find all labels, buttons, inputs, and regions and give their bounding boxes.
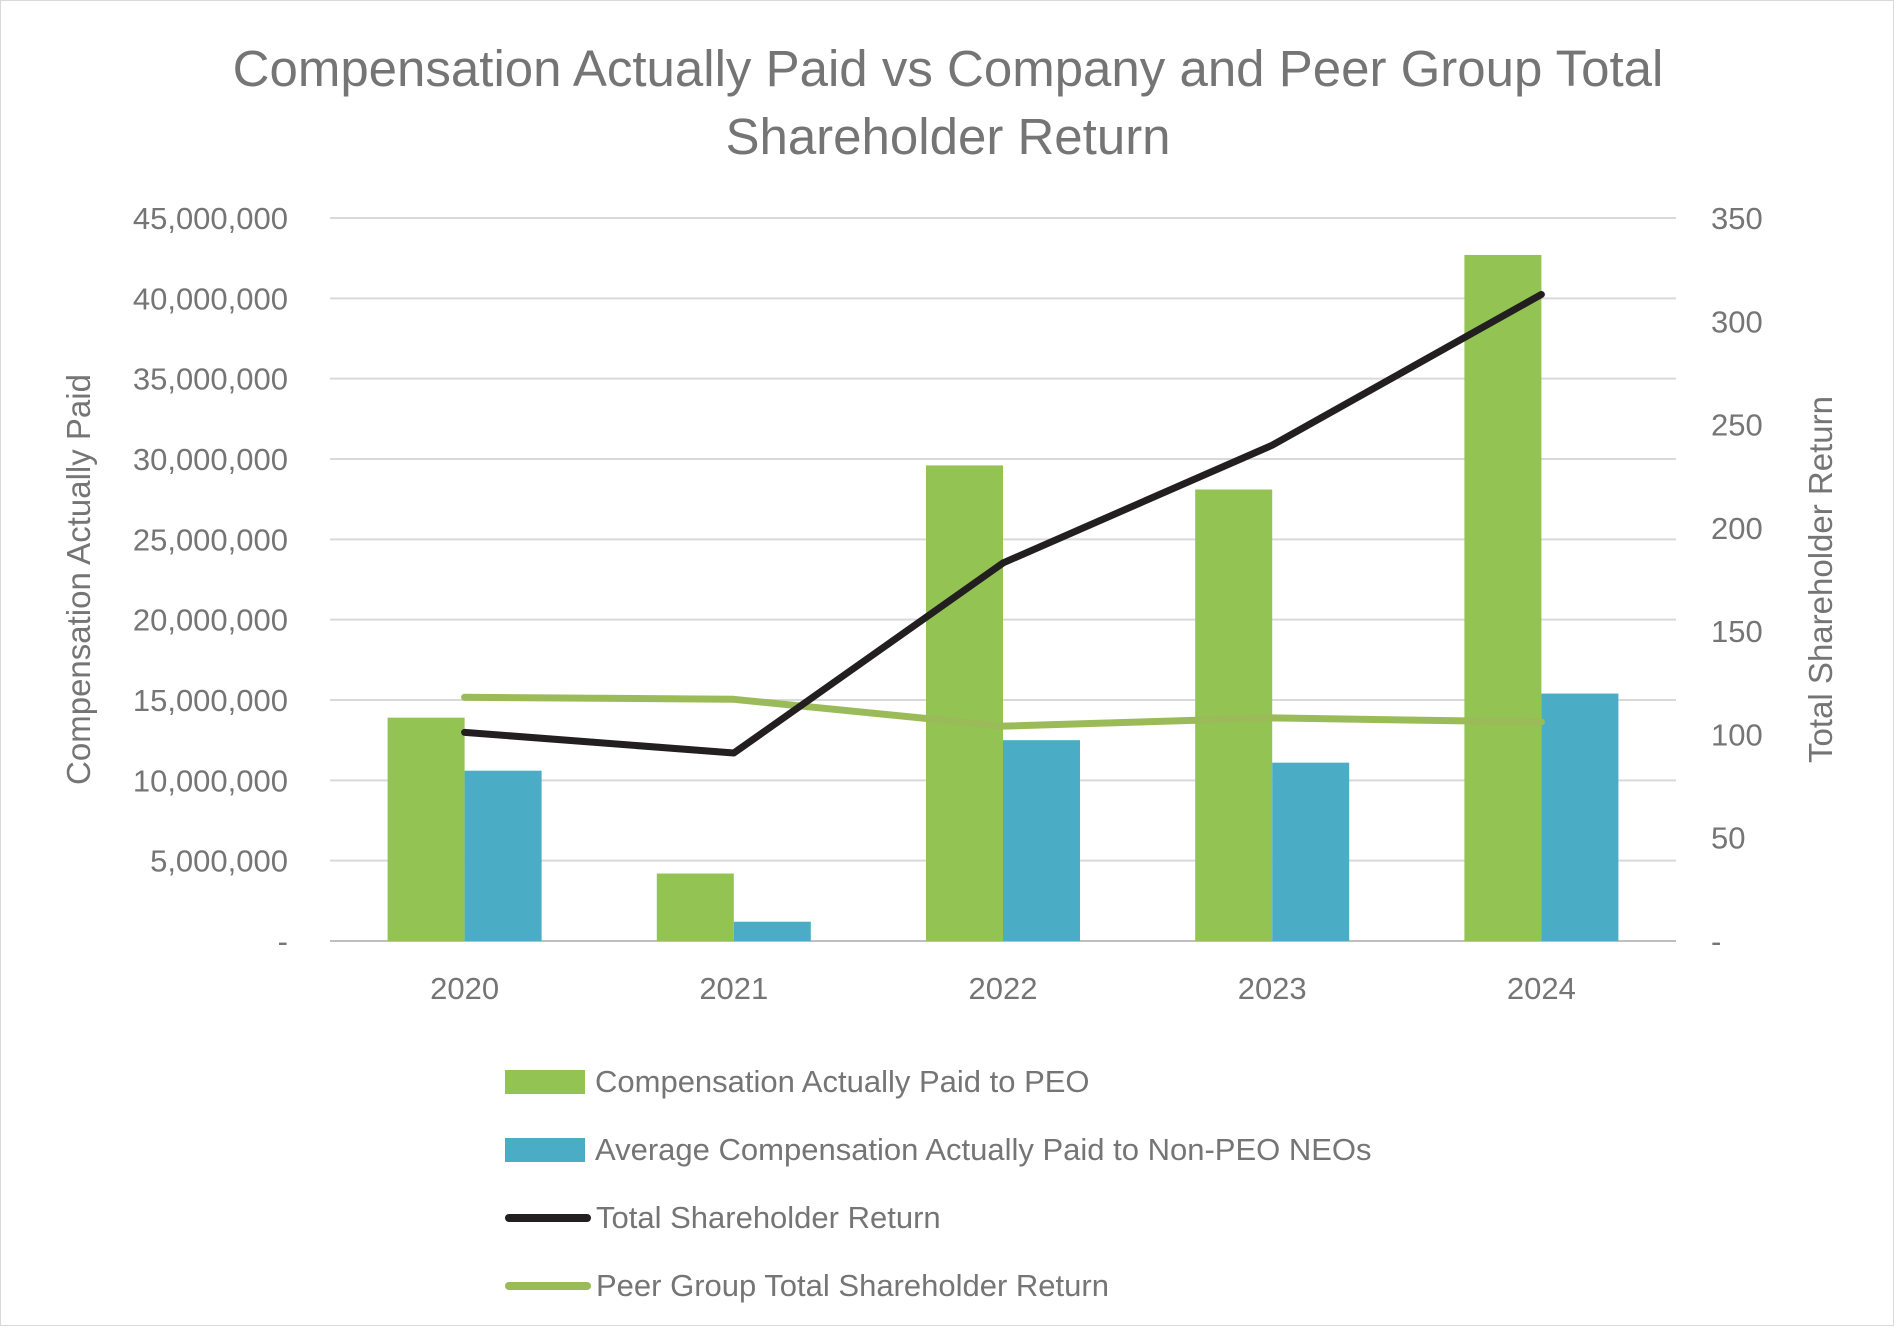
chart-title-line1: Compensation Actually Paid vs Company an…	[232, 40, 1664, 97]
bar-peo	[656, 873, 734, 941]
y-right-tick-label: 150	[1711, 614, 1763, 649]
y-right-tick-label: 50	[1711, 821, 1745, 856]
legend-item-peo: Compensation Actually Paid to PEO	[505, 1048, 1372, 1116]
legend-label-peer-tsr: Peer Group Total Shareholder Return	[596, 1268, 1109, 1303]
chart-title: Compensation Actually Paid vs Company an…	[0, 35, 1896, 171]
bar-non-peo	[733, 921, 811, 941]
legend-swatch-non-peo	[505, 1138, 585, 1162]
legend-item-tsr: Total Shareholder Return	[505, 1184, 1372, 1252]
chart-title-line2: Shareholder Return	[725, 108, 1171, 165]
y-left-tick-label: 15,000,000	[133, 683, 288, 718]
bar-non-peo	[1541, 693, 1619, 941]
y-right-tick-label: 300	[1711, 304, 1763, 339]
bar-non-peo	[1003, 740, 1080, 941]
bar-non-peo	[1272, 762, 1350, 941]
bar-non-peo	[464, 770, 542, 941]
bar-peo	[387, 717, 465, 941]
x-tick-label: 2021	[699, 971, 768, 1006]
y-left-tick-label: 40,000,000	[133, 281, 288, 316]
legend: Compensation Actually Paid to PEO Averag…	[505, 1048, 1372, 1320]
x-tick-label: 2024	[1507, 971, 1576, 1006]
legend-label-non-peo: Average Compensation Actually Paid to No…	[595, 1132, 1372, 1167]
x-tick-label: 2023	[1238, 971, 1307, 1006]
y-left-tick-label: 45,000,000	[133, 201, 288, 236]
legend-swatch-peo	[505, 1070, 585, 1094]
y-right-tick-label: -	[1711, 924, 1721, 959]
line-tsr	[461, 290, 1545, 757]
y-right-tick-label: 350	[1711, 201, 1763, 236]
legend-swatch-peer-tsr	[505, 1282, 591, 1290]
chart-plot: - 5,000,000 10,000,000 15,000,000 20,000,000…	[60, 201, 1839, 1006]
legend-label-peo: Compensation Actually Paid to PEO	[595, 1064, 1090, 1099]
legend-swatch-tsr	[505, 1214, 591, 1222]
line-peer-tsr	[461, 693, 1545, 730]
bar-peo	[1464, 254, 1542, 941]
x-tick-label: 2022	[969, 971, 1038, 1006]
y-left-tick-label: 25,000,000	[133, 522, 288, 557]
bar-peo	[926, 465, 1003, 941]
y-right-axis-title: Total Shareholder Return	[1802, 396, 1839, 763]
y-left-tick-label: 5,000,000	[150, 844, 288, 879]
y-left-tick-label: -	[278, 924, 288, 959]
y-left-tick-label: 35,000,000	[133, 362, 288, 397]
y-right-tick-label: 250	[1711, 408, 1763, 443]
y-right-tick-label: 200	[1711, 511, 1763, 546]
legend-label-tsr: Total Shareholder Return	[596, 1200, 941, 1235]
y-left-axis-title: Compensation Actually Paid	[60, 374, 97, 785]
y-right-tick-label: 100	[1711, 717, 1763, 752]
legend-item-non-peo: Average Compensation Actually Paid to No…	[505, 1116, 1372, 1184]
legend-item-peer-tsr: Peer Group Total Shareholder Return	[505, 1252, 1372, 1320]
y-left-tick-label: 10,000,000	[133, 763, 288, 798]
x-tick-label: 2020	[430, 971, 499, 1006]
y-left-tick-label: 30,000,000	[133, 442, 288, 477]
y-left-tick-label: 20,000,000	[133, 603, 288, 638]
